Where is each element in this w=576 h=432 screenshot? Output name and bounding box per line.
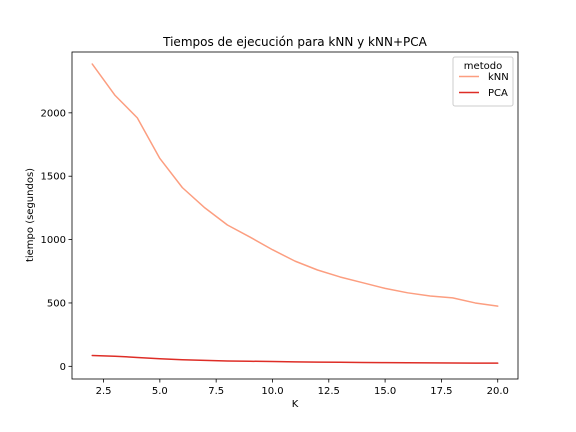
x-tick-label: 2.5: [96, 386, 112, 397]
legend-label-knn: kNN: [488, 72, 509, 83]
plot-frame: [71, 51, 519, 380]
chart-title: Tiempos de ejecución para kNN y kNN+PCA: [162, 35, 427, 49]
y-axis-label: tiempo (segundos): [25, 168, 36, 262]
series-line-pca: [91, 354, 499, 364]
legend-label-pca: PCA: [488, 88, 508, 99]
x-axis-label: K: [292, 399, 299, 410]
series-line-knn: [91, 63, 499, 307]
x-tick-label: 5.0: [152, 386, 168, 397]
x-axis: 2.5 5.0 7.5 10.0 12.5 15.0 17.5 20.0: [96, 379, 509, 397]
y-tick-label: 0: [60, 362, 66, 373]
x-tick-label: 12.5: [318, 386, 340, 397]
y-tick-label: 500: [47, 298, 66, 309]
y-tick-label: 1000: [41, 235, 66, 246]
y-tick-label: 1500: [41, 172, 66, 183]
legend-title: metodo: [464, 61, 502, 72]
plot-area: [71, 51, 519, 380]
series-layer: [91, 63, 499, 364]
x-tick-label: 17.5: [430, 386, 452, 397]
x-tick-label: 7.5: [208, 386, 224, 397]
x-tick-label: 15.0: [374, 386, 396, 397]
plot-background: [72, 52, 518, 379]
legend-items: kNN PCA: [459, 72, 509, 99]
legend: metodo kNN PCA: [452, 56, 514, 107]
x-tick-label: 10.0: [261, 386, 283, 397]
y-tick-label: 2000: [41, 108, 66, 119]
y-axis: 0 500 1000 1500 2000: [41, 108, 72, 373]
x-tick-label: 20.0: [487, 386, 509, 397]
legend-box: [452, 56, 514, 107]
